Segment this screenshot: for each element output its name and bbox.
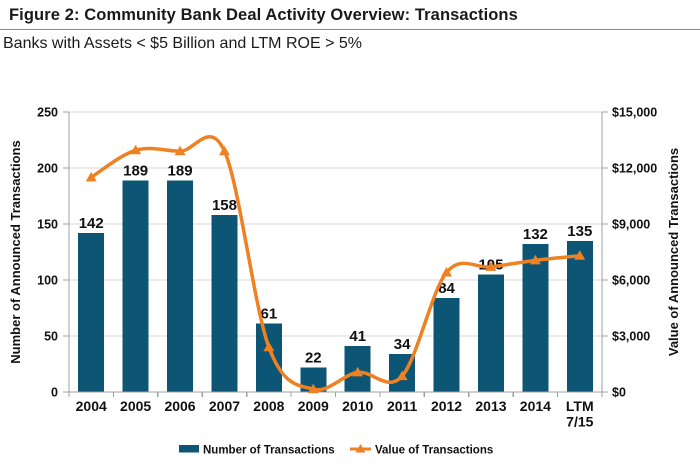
left-tick-label: 200: [37, 162, 58, 176]
right-tick-label: $3,000: [612, 330, 650, 344]
line-marker-2007: [218, 145, 230, 156]
line-marker-2014: [529, 254, 541, 265]
line-marker-2012: [441, 267, 453, 277]
bar-LTM 7/15: [566, 240, 593, 392]
line-marker-2006: [174, 145, 186, 156]
bar-value-2005: 189: [123, 162, 148, 179]
chart-area: 1421891891586122413484105132135050100150…: [0, 60, 700, 472]
right-tick-label: $15,000: [612, 106, 657, 120]
line-marker-2010: [352, 366, 364, 377]
x-label-2011: 2011: [387, 398, 418, 414]
bar-value-2007: 158: [212, 197, 237, 214]
bar-value-2012: 84: [438, 280, 455, 297]
x-label-LTM-7-15: LTM: [566, 398, 594, 414]
x-label-2006: 2006: [164, 398, 195, 414]
bar-2014: [522, 244, 549, 392]
left-tick-label: 50: [44, 330, 58, 344]
legend: Number of Transactions Value of Transacti…: [179, 444, 493, 457]
line-marker-2009: [307, 383, 319, 394]
x-label-2009: 2009: [298, 398, 329, 414]
right-tick-label: $6,000: [612, 274, 650, 288]
legend-label-number-of-transactions: Number of Transactions: [203, 445, 335, 457]
bar-value-2010: 41: [349, 328, 366, 345]
bar-value-2008: 61: [261, 306, 278, 323]
x-label-2004: 2004: [76, 398, 107, 414]
x-label-2008: 2008: [253, 398, 284, 414]
line-marker-2013: [485, 261, 497, 271]
right-tick-label: $0: [612, 386, 626, 400]
bar-value-2014: 132: [523, 226, 548, 243]
line-marker-2011: [396, 370, 408, 381]
x-label-2007: 2007: [209, 398, 240, 414]
figure-subtitle: Banks with Assets < $5 Billion and LTM R…: [3, 35, 362, 52]
bar-2006: [167, 180, 194, 392]
transactions-chart: 1421891891586122413484105132135050100150…: [8, 106, 681, 457]
x-label-2005: 2005: [120, 398, 151, 414]
bar-2012: [433, 297, 460, 392]
bar-2013: [477, 274, 504, 392]
left-tick-label: 150: [37, 218, 58, 232]
left-axis-title: Number of Announced Transactions: [8, 140, 23, 363]
bar-2005: [122, 180, 149, 392]
left-tick-label: 100: [37, 274, 58, 288]
line-marker-2008: [263, 341, 275, 352]
legend-marker-value-of-transactions: [355, 444, 366, 453]
x-label-2014: 2014: [520, 398, 551, 414]
bar-2007: [211, 215, 238, 392]
x-label-2010: 2010: [342, 398, 373, 414]
bar-value-LTM 7/15: 135: [567, 223, 592, 240]
bar-value-2011: 34: [394, 336, 411, 353]
bar-2004: [78, 232, 105, 392]
x-label-LTM-7-15: 7/15: [566, 414, 593, 430]
left-tick-label: 0: [51, 386, 58, 400]
value-line: [89, 135, 582, 392]
bar-value-2006: 189: [168, 162, 193, 179]
figure-title: Figure 2: Community Bank Deal Activity O…: [9, 6, 518, 24]
left-tick-label: 250: [37, 106, 58, 120]
legend-label-value-of-transactions: Value of Transactions: [375, 445, 493, 457]
line-marker-2005: [130, 144, 142, 155]
x-label-2012: 2012: [431, 398, 462, 414]
bar-2008: [255, 323, 282, 392]
line-marker-2004: [85, 171, 97, 182]
bar-value-2004: 142: [79, 215, 104, 232]
line-marker-LTM 7/15: [574, 250, 586, 260]
right-axis-title: Value of Announced Transactions: [666, 148, 681, 356]
legend-swatch-number-of-transactions: [179, 445, 199, 453]
right-tick-label: $12,000: [612, 162, 657, 176]
title-divider: [0, 29, 700, 30]
bar-value-2009: 22: [305, 349, 322, 366]
x-label-2013: 2013: [475, 398, 506, 414]
right-tick-label: $9,000: [612, 218, 650, 232]
